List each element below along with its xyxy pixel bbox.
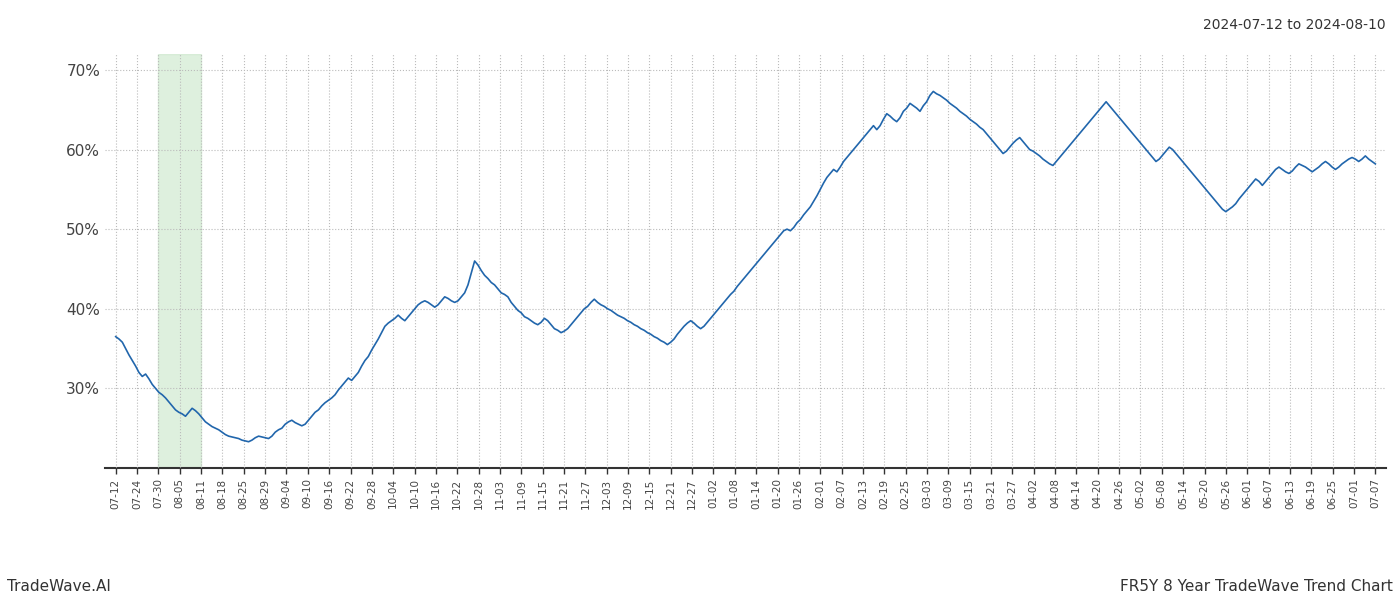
Text: FR5Y 8 Year TradeWave Trend Chart: FR5Y 8 Year TradeWave Trend Chart: [1120, 579, 1393, 594]
Bar: [158, 54, 202, 468]
Text: TradeWave.AI: TradeWave.AI: [7, 579, 111, 594]
Text: 2024-07-12 to 2024-08-10: 2024-07-12 to 2024-08-10: [1204, 18, 1386, 32]
